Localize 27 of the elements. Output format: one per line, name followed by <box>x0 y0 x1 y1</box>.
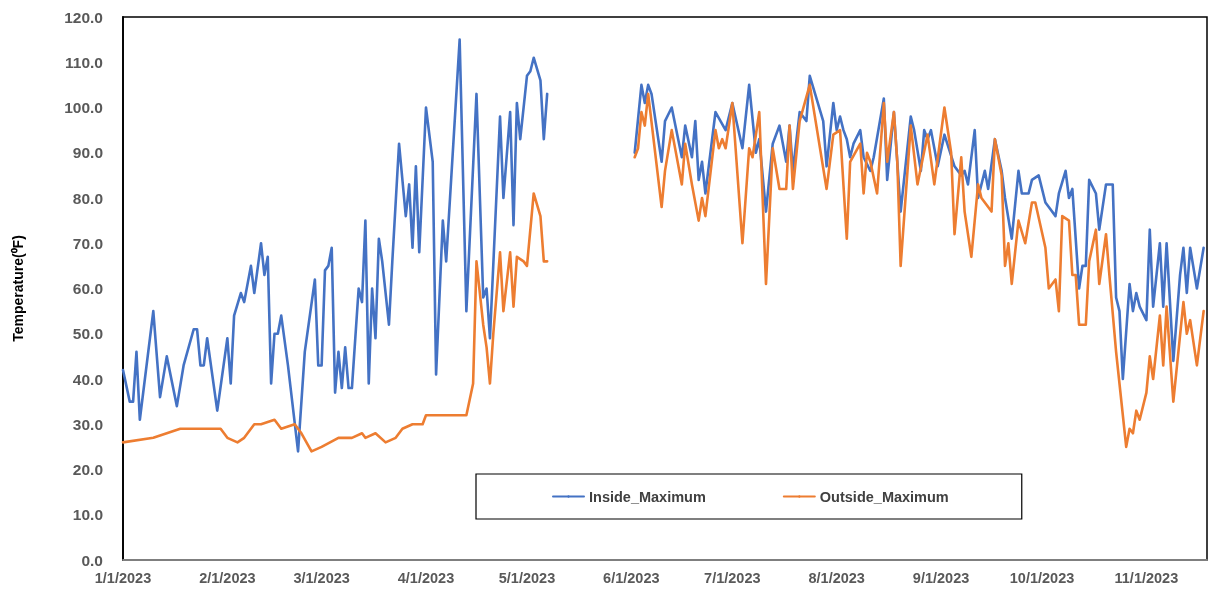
legend-label: Inside_Maximum <box>589 488 706 505</box>
x-tick-label: 6/1/2023 <box>603 569 660 586</box>
y-tick-label: 40.0 <box>72 370 103 388</box>
y-tick-label: 60.0 <box>72 280 103 297</box>
y-axis-title: Temperature(⁰F) <box>10 235 26 342</box>
y-tick-label: 80.0 <box>72 189 103 207</box>
x-tick-label: 4/1/2023 <box>397 569 455 586</box>
y-tick-label: 20.0 <box>72 461 103 478</box>
y-tick-label: 110.0 <box>65 53 103 71</box>
y-tick-label: 10.0 <box>72 506 103 524</box>
y-tick-label: 100.0 <box>64 99 103 116</box>
y-tick-label: 0.0 <box>81 551 103 569</box>
x-tick-label: 5/1/2023 <box>498 569 556 586</box>
x-tick-label: 7/1/2023 <box>704 569 761 586</box>
y-tick-label: 50.0 <box>72 325 103 343</box>
y-tick-label: 120.0 <box>64 8 103 26</box>
y-tick-label: 30.0 <box>72 415 103 433</box>
legend-label: Outside_Maximum <box>819 488 949 505</box>
x-tick-label: 11/1/2023 <box>1114 569 1179 586</box>
x-tick-label: 8/1/2023 <box>808 569 865 586</box>
x-tick-label: 2/1/2023 <box>199 569 256 586</box>
y-tick-label: 90.0 <box>72 144 103 162</box>
x-tick-label: 9/1/2023 <box>912 569 970 586</box>
x-tick-label: 1/1/2023 <box>94 569 152 586</box>
x-tick-label: 3/1/2023 <box>293 569 350 586</box>
y-tick-label: 70.0 <box>72 234 103 252</box>
x-tick-label: 10/1/2023 <box>1009 569 1075 586</box>
